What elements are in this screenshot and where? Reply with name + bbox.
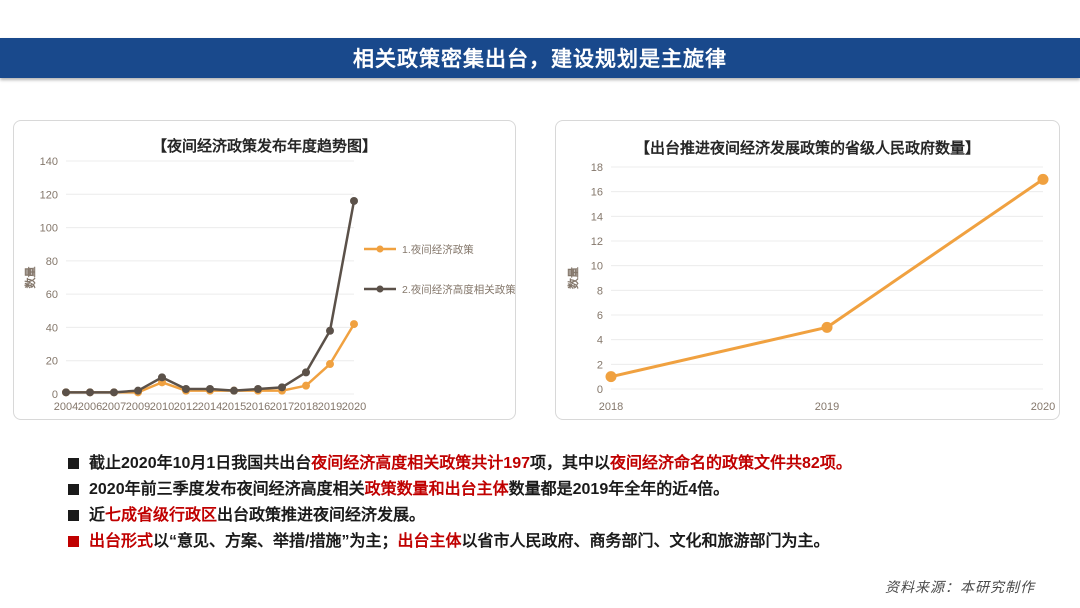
bullet-text-segment: 七成省级行政区 xyxy=(105,507,218,524)
bullet-text: 2020年前三季度发布夜间经济高度相关政策数量和出台主体数量都是2019年全年的… xyxy=(89,477,729,503)
x-tick-label: 2020 xyxy=(1031,401,1055,413)
legend-label: 2.夜间经济高度相关政策 xyxy=(402,283,515,296)
bullet-text: 截止2020年10月1日我国共出台夜间经济高度相关政策共计197项，其中以夜间经… xyxy=(89,451,852,477)
x-tick-label: 2015 xyxy=(222,401,246,413)
y-axis-label: 数量 xyxy=(23,267,37,289)
data-point xyxy=(302,368,310,377)
x-tick-label: 2019 xyxy=(318,401,342,413)
source-note: 资料来源：本研究制作 xyxy=(885,580,1035,596)
y-tick-label: 120 xyxy=(40,189,58,201)
y-tick-label: 18 xyxy=(591,162,603,174)
y-tick-label: 14 xyxy=(591,211,603,223)
legend-marker-icon xyxy=(376,245,384,253)
x-tick-label: 2006 xyxy=(78,401,102,413)
data-point xyxy=(230,386,238,395)
bullet-text: 近七成省级行政区出台政策推进夜间经济发展。 xyxy=(89,503,425,529)
bullet-square-icon xyxy=(68,510,79,521)
x-tick-label: 2012 xyxy=(174,401,198,413)
legend-marker-icon xyxy=(376,285,384,293)
data-point xyxy=(1037,173,1049,185)
bullet-text: 出台形式以“意见、方案、举措/措施”为主；出台主体以省市人民政府、商务部门、文化… xyxy=(89,529,830,555)
x-tick-label: 2020 xyxy=(342,401,366,413)
x-tick-label: 2007 xyxy=(102,401,126,413)
bullet-text-segment: 数量都是2019年全年的近4倍。 xyxy=(508,481,730,498)
y-tick-label: 140 xyxy=(40,156,58,168)
bullet-text-segment: 近 xyxy=(89,507,106,524)
bullet-text-segment: 以“意见、方案、举措/措施”为主； xyxy=(153,533,398,550)
bullet-text-segment: 出台主体 xyxy=(397,533,462,550)
bullet-square-icon xyxy=(68,484,79,495)
x-tick-label: 2017 xyxy=(270,401,294,413)
x-tick-label: 2010 xyxy=(150,401,174,413)
x-tick-label: 2009 xyxy=(126,401,150,413)
y-tick-label: 12 xyxy=(591,236,603,248)
x-tick-label: 2018 xyxy=(599,401,623,413)
y-tick-label: 20 xyxy=(46,356,58,368)
y-tick-label: 10 xyxy=(591,261,603,273)
gov-count-chart-svg: 【出台推进夜间经济发展政策的省级人民政府数量】数量 0 2 4 6 8 10 12 14 16 18… xyxy=(566,139,1055,413)
data-point xyxy=(326,326,334,335)
y-tick-label: 16 xyxy=(591,187,603,199)
y-tick-label: 2 xyxy=(597,359,603,371)
bullet-text-segment: 项，其中以 xyxy=(530,455,611,472)
bullet-text-segment: 截止2020年10月1日我国共出台 xyxy=(89,455,312,472)
data-point xyxy=(182,385,190,394)
y-tick-label: 0 xyxy=(52,389,58,401)
x-tick-label: 2004 xyxy=(54,401,78,413)
data-point xyxy=(821,321,833,333)
slide-title-bar: 相关政策密集出台，建设规划是主旋律 xyxy=(0,38,1080,78)
y-tick-label: 80 xyxy=(46,256,58,268)
series-line xyxy=(64,199,356,394)
bullet-text-segment: 夜间经济高度相关政策共计197 xyxy=(311,455,530,472)
chart-title: 【夜间经济政策发布年度趋势图】 xyxy=(152,137,377,155)
y-tick-label: 100 xyxy=(40,223,58,235)
y-tick-label: 60 xyxy=(46,289,58,301)
bullet-square-icon xyxy=(68,536,79,547)
data-point xyxy=(254,385,262,394)
page-title: 相关政策密集出台，建设规划是主旋律 xyxy=(353,48,727,71)
bullet-item: 截止2020年10月1日我国共出台夜间经济高度相关政策共计197项，其中以夜间经… xyxy=(68,451,1028,477)
y-tick-label: 6 xyxy=(597,310,603,322)
x-tick-label: 2014 xyxy=(198,401,222,413)
bullet-item: 近七成省级行政区出台政策推进夜间经济发展。 xyxy=(68,503,1028,529)
data-point xyxy=(206,385,214,394)
data-point xyxy=(86,388,94,397)
series-line xyxy=(609,177,1045,379)
series-line xyxy=(64,322,356,394)
bullet-text-segment: 出台形式 xyxy=(89,533,154,550)
data-point xyxy=(350,320,358,329)
gov-count-chart-panel: 【出台推进夜间经济发展政策的省级人民政府数量】数量 0 2 4 6 8 10 12 14 16 18… xyxy=(555,120,1060,420)
bullet-text-segment: 出台政策推进夜间经济发展。 xyxy=(217,507,426,524)
chart-title: 【出台推进夜间经济发展政策的省级人民政府数量】 xyxy=(635,139,980,157)
data-point xyxy=(350,196,358,205)
data-point xyxy=(605,371,617,383)
data-point xyxy=(62,388,70,397)
data-point xyxy=(326,360,334,369)
key-findings-list: 截止2020年10月1日我国共出台夜间经济高度相关政策共计197项，其中以夜间经… xyxy=(68,451,1028,555)
y-tick-label: 0 xyxy=(597,384,603,396)
bullet-item: 2020年前三季度发布夜间经济高度相关政策数量和出台主体数量都是2019年全年的… xyxy=(68,477,1028,503)
y-tick-label: 8 xyxy=(597,285,603,297)
y-tick-label: 4 xyxy=(597,335,603,347)
x-tick-label: 2019 xyxy=(815,401,839,413)
bullet-square-icon xyxy=(68,458,79,469)
y-axis-label: 数量 xyxy=(566,267,580,289)
x-tick-label: 2018 xyxy=(294,401,318,413)
data-point xyxy=(302,381,310,390)
bullet-text-segment: 夜间经济命名的政策文件共82项。 xyxy=(610,455,852,472)
policy-trend-chart-panel: 【夜间经济政策发布年度趋势图】 数量 0 20 40 60 80 100 120 140 2004 2… xyxy=(13,120,516,420)
x-tick-label: 2016 xyxy=(246,401,270,413)
y-tick-label: 40 xyxy=(46,322,58,334)
bullet-text-segment: 2020年前三季度发布夜间经济高度相关 xyxy=(89,481,365,498)
data-point xyxy=(278,383,286,392)
bullet-text-segment: 政策数量和出台主体 xyxy=(364,481,509,498)
data-point xyxy=(158,373,166,382)
bullet-item: 出台形式以“意见、方案、举措/措施”为主；出台主体以省市人民政府、商务部门、文化… xyxy=(68,529,1028,555)
data-point xyxy=(110,388,118,397)
legend-label: 1.夜间经济政策 xyxy=(402,243,474,256)
bullet-text-segment: 以省市人民政府、商务部门、文化和旅游部门为主。 xyxy=(461,533,830,550)
data-point xyxy=(134,386,142,395)
